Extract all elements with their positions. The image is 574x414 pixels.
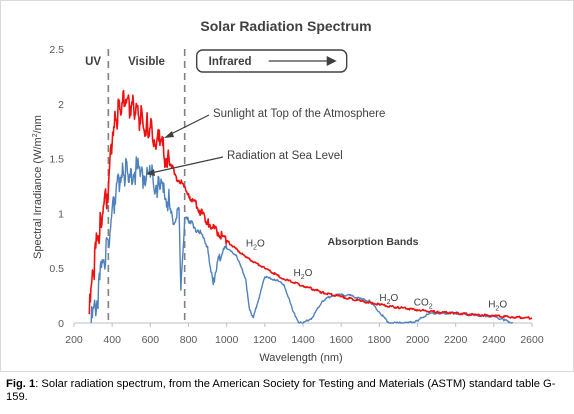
x-tick-label: 2200 — [444, 334, 468, 346]
y-tick-label: 2 — [58, 99, 64, 111]
x-tick-label: 2400 — [482, 334, 506, 346]
band-label: CO2 — [414, 297, 433, 310]
band-label: H2O — [379, 293, 398, 306]
band-label: H2O — [246, 238, 265, 251]
infrared-arrow-head — [326, 56, 337, 66]
y-axis-label: Spectral Irradiance (W/m2/nm — [32, 115, 44, 259]
x-tick-label: 1400 — [291, 334, 315, 346]
y-tick-label: 0.5 — [49, 263, 64, 275]
y-axis-label-sup: 2 — [32, 133, 39, 137]
band-label-post: O — [391, 293, 399, 304]
band-label-pre: CO — [414, 297, 429, 308]
y-tick-label: 0 — [58, 318, 64, 330]
x-tick-label: 2600 — [520, 334, 544, 346]
y-tick-label: 2.5 — [49, 44, 64, 56]
region-label-uv: UV — [85, 56, 101, 68]
caption-text: : Solar radiation spectrum, from the Ame… — [6, 378, 556, 403]
annotations: Sunlight at Top of the Atmosphere Radiati… — [146, 108, 507, 313]
annotation-arrowhead-1 — [164, 131, 174, 138]
band-label-sub: 2 — [387, 299, 391, 306]
band-label-sub: 2 — [253, 244, 257, 251]
x-tick-label: 1800 — [368, 334, 392, 346]
absorption-bands-label: Absorption Bands — [328, 236, 419, 248]
x-tick-label: 400 — [103, 334, 121, 346]
band-label-sub: 2 — [495, 306, 499, 313]
chart-frame: Solar Radiation Spectrum 200 400 600 800 100… — [0, 0, 574, 372]
infrared-label: Infrared — [209, 56, 252, 68]
series-top-of-atmosphere — [88, 89, 533, 320]
band-label-post: O — [257, 238, 265, 249]
band-label-pre: H — [379, 293, 386, 304]
series-sea-level — [90, 156, 514, 324]
annotation-arrowhead-2 — [146, 169, 155, 176]
band-label-pre: H — [294, 268, 301, 279]
x-tick-label: 800 — [180, 334, 198, 346]
annotation-arrow-2 — [150, 156, 224, 174]
x-tick-label: 1000 — [215, 334, 239, 346]
solar-spectrum-chart: Solar Radiation Spectrum 200 400 600 800 100… — [32, 18, 544, 364]
region-label-visible: Visible — [128, 56, 165, 68]
y-axis-label-tail: /nm — [32, 115, 44, 133]
x-tick-label: 2000 — [406, 334, 430, 346]
annotation-arrow-1 — [168, 114, 210, 136]
x-tick-label: 1600 — [329, 334, 353, 346]
band-label-sub: 2 — [301, 274, 305, 281]
band-label: H2O — [294, 268, 313, 281]
x-tick-label: 600 — [142, 334, 160, 346]
series-layer — [88, 89, 533, 324]
figure-caption: Fig. 1: Solar radiation spectrum, from t… — [6, 378, 570, 404]
x-tick-label: 1200 — [253, 334, 277, 346]
x-tick-label: 200 — [65, 334, 83, 346]
annotation-top-of-atmosphere: Sunlight at Top of the Atmosphere — [213, 108, 385, 120]
y-tick-label: 1 — [58, 208, 64, 220]
y-tick-label: 1.5 — [49, 154, 64, 166]
chart-title: Solar Radiation Spectrum — [200, 18, 371, 34]
axes: 200 400 600 800 1000 1200 1400 1600 1800 2000 2200… — [49, 44, 543, 346]
annotation-sea-level: Radiation at Sea Level — [227, 150, 343, 162]
band-label-post: O — [305, 268, 313, 279]
caption-prefix: Fig. 1 — [6, 378, 36, 390]
band-label-pre: H — [246, 238, 253, 249]
x-axis-label: Wavelength (nm) — [259, 352, 342, 364]
band-label-sub: 2 — [429, 303, 433, 310]
band-label-pre: H — [488, 300, 495, 311]
band-label: H2O — [488, 300, 507, 313]
band-label-post: O — [499, 300, 507, 311]
y-axis-label-main: Spectral Irradiance (W/m — [32, 137, 44, 259]
